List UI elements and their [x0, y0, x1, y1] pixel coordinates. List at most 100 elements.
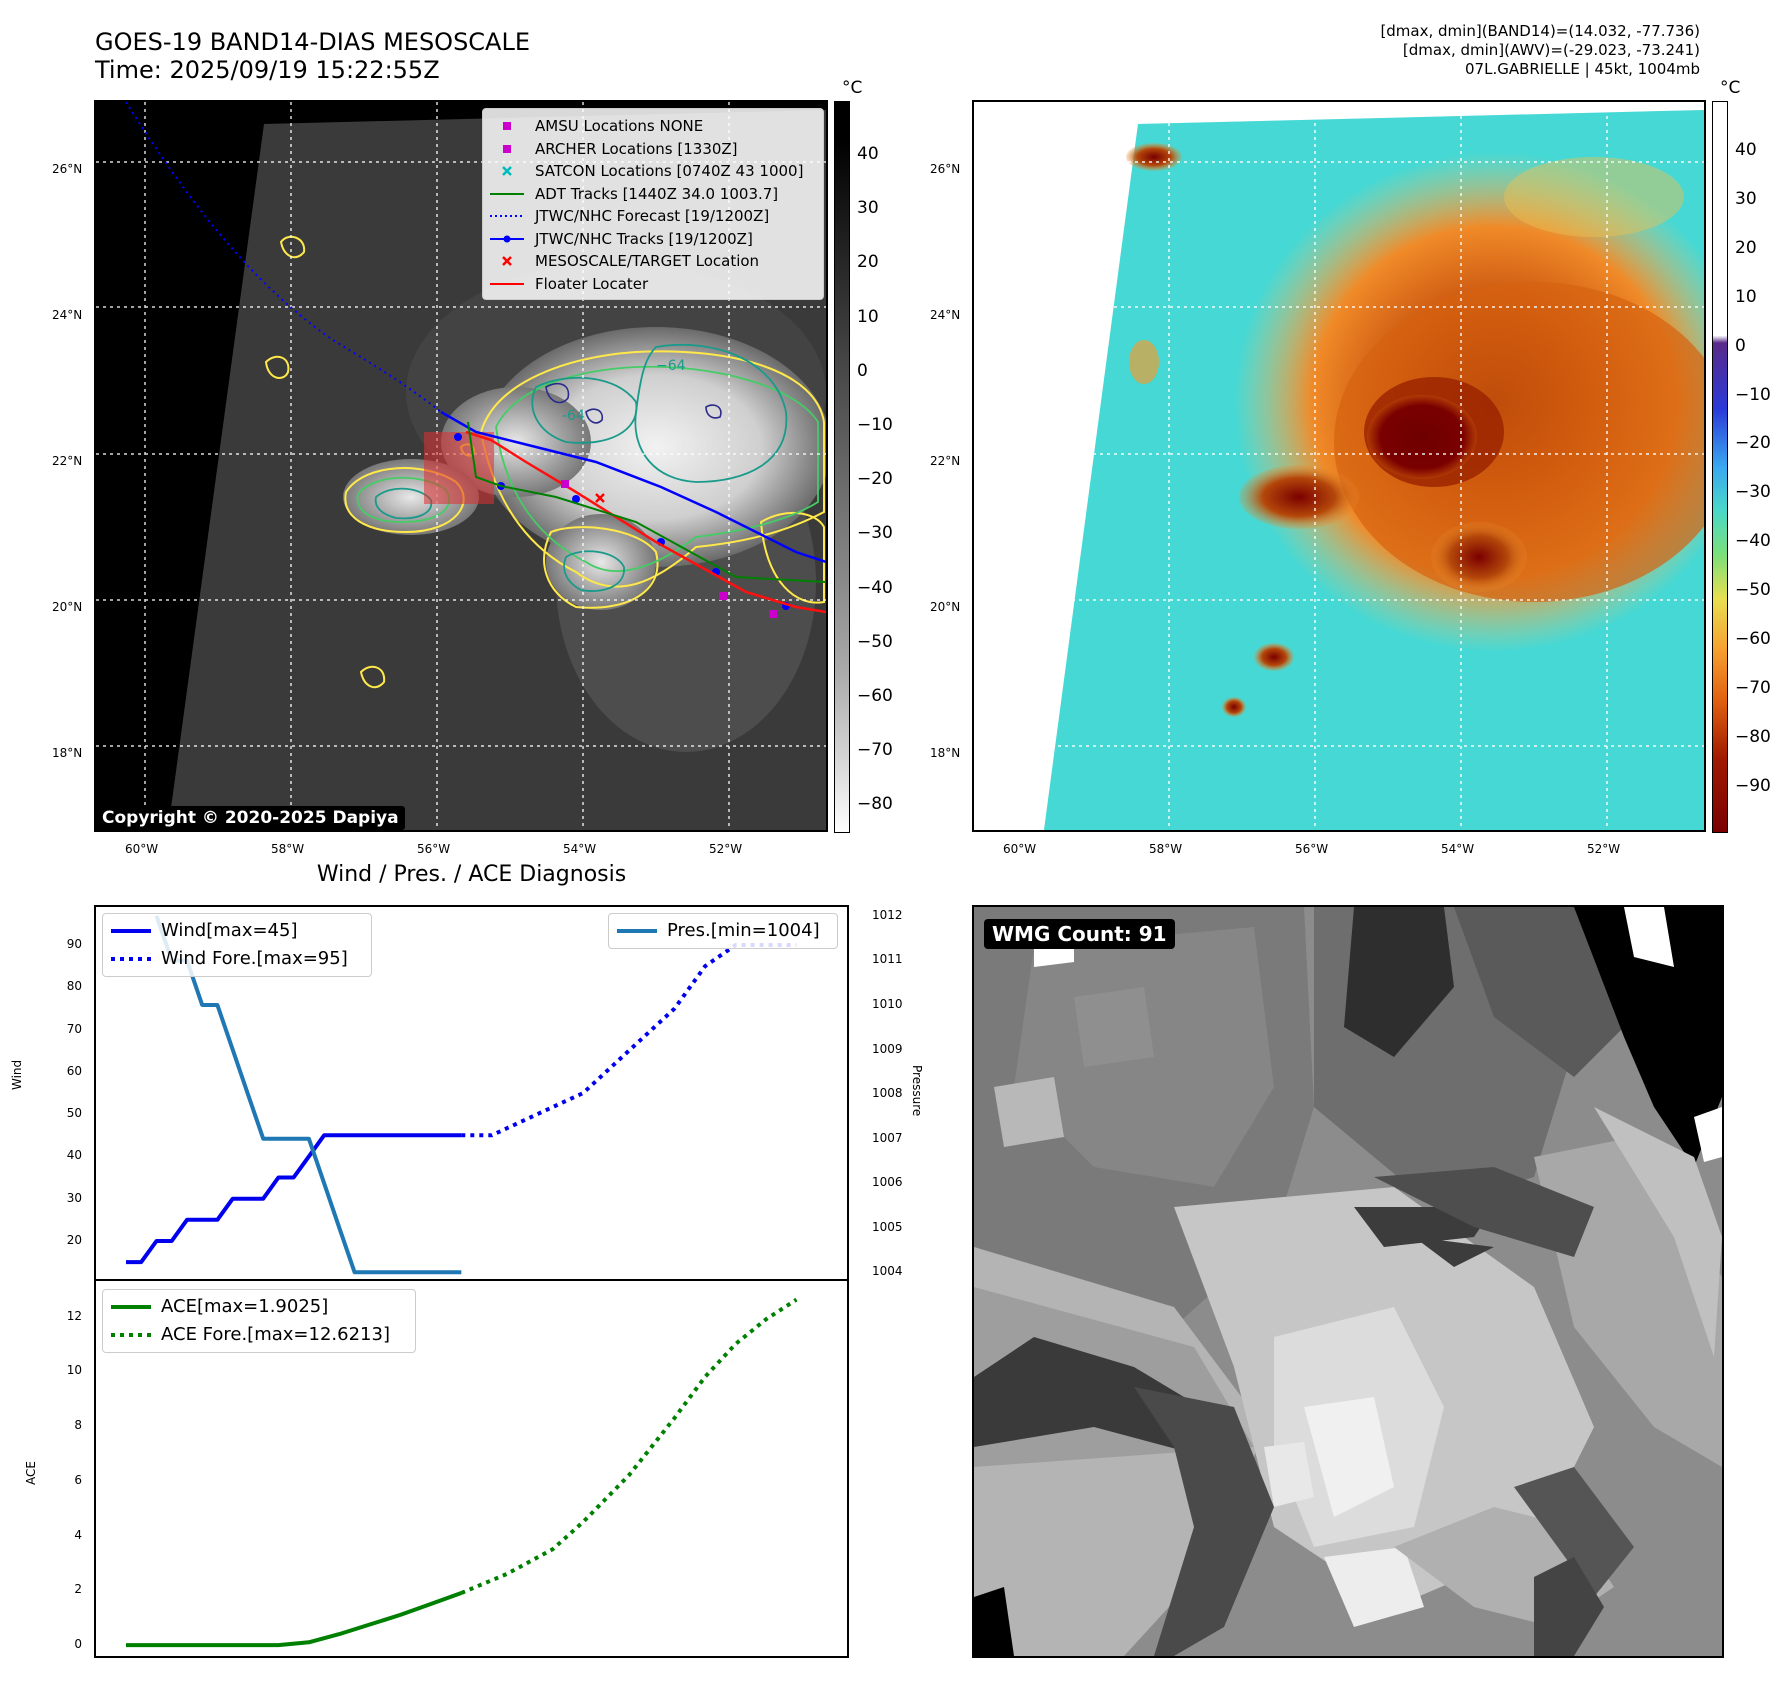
pressure-axis-tick-label: 1010: [872, 997, 903, 1011]
awv-lat-label-24: 24°N: [930, 308, 961, 322]
awv-lon-label-58: 58°W: [1149, 842, 1183, 856]
wind-axis-label: Wind: [10, 1059, 24, 1090]
lat-label-22: 22°N: [52, 454, 83, 468]
legend-item: JTWC/NHC Tracks [19/1200Z]: [487, 228, 819, 251]
legend-item-label: JTWC/NHC Tracks [19/1200Z]: [535, 229, 753, 248]
gray-colorbar-tick-label: −40: [857, 577, 893, 598]
awv-lon-label-54: 54°W: [1441, 842, 1475, 856]
legend-marker-icon: [487, 143, 527, 155]
legend-item: Floater Locater: [487, 273, 819, 296]
color-colorbar-tick-label: −60: [1735, 629, 1771, 649]
wmg-image: [974, 907, 1722, 1656]
ace-axis-label: ACE: [24, 1461, 38, 1485]
legend-item-label: ADT Tracks [1440Z 34.0 1003.7]: [535, 184, 779, 203]
legend-pres-label: Pres.[min=1004]: [667, 920, 820, 941]
pressure-axis-tick-label: 1007: [872, 1130, 903, 1145]
legend-item: SATCON Locations [0740Z 43 1000]: [487, 160, 819, 183]
awv-lat-label-20: 20°N: [930, 600, 961, 614]
legend-item-label: SATCON Locations [0740Z 43 1000]: [535, 162, 804, 181]
wind-axis-tick-label: 90: [66, 937, 82, 952]
gray-colorbar-unit: °C: [842, 78, 863, 98]
ace-forecast-line: [460, 1297, 798, 1595]
stats-line-1: [dmax, dmin](BAND14)=(14.032, -77.736): [1380, 22, 1700, 40]
wind-axis-tick-label: 60: [66, 1063, 82, 1078]
ace-axis-tick-label: 10: [66, 1363, 82, 1378]
gray-colorbar: [834, 101, 850, 833]
legend-marker-icon: [487, 210, 527, 222]
gray-colorbar-tick-label: −70: [857, 740, 893, 761]
wind-axis-tick-label: 40: [66, 1148, 82, 1163]
lat-label-24: 24°N: [52, 308, 83, 322]
ir-map-panel: -64 −64 Copyright © 2020-2025 Dapiya AMS…: [94, 100, 828, 832]
legend-item: ADT Tracks [1440Z 34.0 1003.7]: [487, 183, 819, 206]
color-colorbar-tick-label: −30: [1735, 482, 1771, 503]
wind-axis-tick-label: 50: [66, 1106, 82, 1121]
legend-ace-label: ACE[max=1.9025]: [161, 1296, 329, 1317]
wind-forecast-line: [461, 943, 797, 1138]
copyright-badge: Copyright © 2020-2025 Dapiya: [96, 806, 405, 830]
gray-colorbar-tick-label: −60: [857, 686, 893, 706]
legend-item: AMSU Locations NONE: [487, 115, 819, 138]
gray-colorbar-tick-label: −10: [857, 415, 893, 435]
lat-label-26: 26°N: [52, 162, 83, 176]
awv-lon-label-60: 60°W: [1003, 842, 1037, 856]
title-line-1: GOES-19 BAND14-DIAS MESOSCALE: [95, 28, 531, 56]
svg-text:−64: −64: [656, 358, 686, 374]
awv-lat-label-26: 26°N: [930, 162, 961, 176]
legend-marker-icon: [487, 233, 527, 245]
lon-label-56: 56°W: [417, 842, 451, 856]
wind-pressure-chart: Wind[max=45] Wind Fore.[max=95] Pres.[mi…: [94, 905, 849, 1281]
wind-legend: Wind[max=45] Wind Fore.[max=95]: [102, 913, 372, 977]
gray-colorbar-tick-label: 30: [857, 198, 879, 219]
legend-wind-label: Wind[max=45]: [161, 920, 298, 941]
lon-label-60: 60°W: [125, 842, 159, 856]
wind-axis-tick-label: 30: [66, 1190, 82, 1205]
color-colorbar-tick-label: 40: [1735, 140, 1757, 160]
gray-colorbar-tick-label: 0: [857, 360, 868, 381]
wind-axis-tick-label: 20: [66, 1232, 82, 1247]
color-colorbar-tick-label: −80: [1735, 726, 1771, 747]
pres-legend: Pres.[min=1004]: [608, 913, 838, 949]
ace-axis-tick-label: 0: [74, 1637, 82, 1652]
lon-label-54: 54°W: [563, 842, 597, 856]
color-colorbar-tick-label: 20: [1735, 237, 1757, 258]
lat-label-20: 20°N: [52, 600, 83, 614]
wmg-count-badge: WMG Count: 91: [984, 919, 1175, 949]
legend-item-label: MESOSCALE/TARGET Location: [535, 252, 760, 271]
color-colorbar-tick-label: 0: [1735, 335, 1746, 356]
awv-map-image: [974, 102, 1704, 830]
awv-map-panel: [972, 100, 1706, 832]
stats-line-3: 07L.GABRIELLE | 45kt, 1004mb: [1465, 60, 1700, 78]
legend-item-label: Floater Locater: [535, 274, 649, 293]
color-colorbar-tick-label: −50: [1735, 580, 1771, 601]
lon-label-52: 52°W: [709, 842, 743, 856]
gray-colorbar-tick-label: 20: [857, 252, 879, 273]
ace-legend: ACE[max=1.9025] ACE Fore.[max=12.6213]: [102, 1289, 416, 1353]
legend-marker-icon: [487, 188, 527, 200]
map-legend: AMSU Locations NONE ARCHER Locations [133…: [482, 108, 824, 300]
legend-item: ARCHER Locations [1330Z]: [487, 138, 819, 161]
color-colorbar-tick-label: −40: [1735, 531, 1771, 552]
legend-marker-icon: [487, 278, 527, 290]
wind-axis-tick-label: 80: [66, 979, 82, 994]
color-colorbar-unit: °C: [1720, 78, 1741, 98]
color-colorbar: [1712, 101, 1728, 833]
gray-colorbar-tick-label: 40: [857, 144, 879, 164]
gray-colorbar-tick-label: −50: [857, 631, 893, 652]
pressure-axis-tick-label: 1006: [872, 1175, 903, 1190]
legend-item-label: JTWC/NHC Forecast [19/1200Z]: [535, 207, 770, 226]
legend-item-label: AMSU Locations NONE: [535, 117, 704, 136]
ace-axis-tick-label: 8: [74, 1418, 82, 1433]
ace-axis-tick-label: 6: [74, 1472, 82, 1487]
pressure-axis-tick-label: 1011: [872, 952, 903, 967]
title-line-2: Time: 2025/09/19 15:22:55Z: [95, 56, 440, 84]
legend-item: JTWC/NHC Forecast [19/1200Z]: [487, 205, 819, 228]
pressure-axis-label: Pressure: [910, 1065, 924, 1117]
ace-plot: [126, 1297, 798, 1648]
ace-axis-tick-label: 2: [74, 1582, 82, 1597]
wmg-panel: WMG Count: 91: [972, 905, 1724, 1658]
lon-label-58: 58°W: [271, 842, 305, 856]
contour-label: -64: [562, 408, 585, 424]
lat-label-18: 18°N: [52, 746, 83, 760]
legend-marker-icon: [487, 120, 527, 132]
